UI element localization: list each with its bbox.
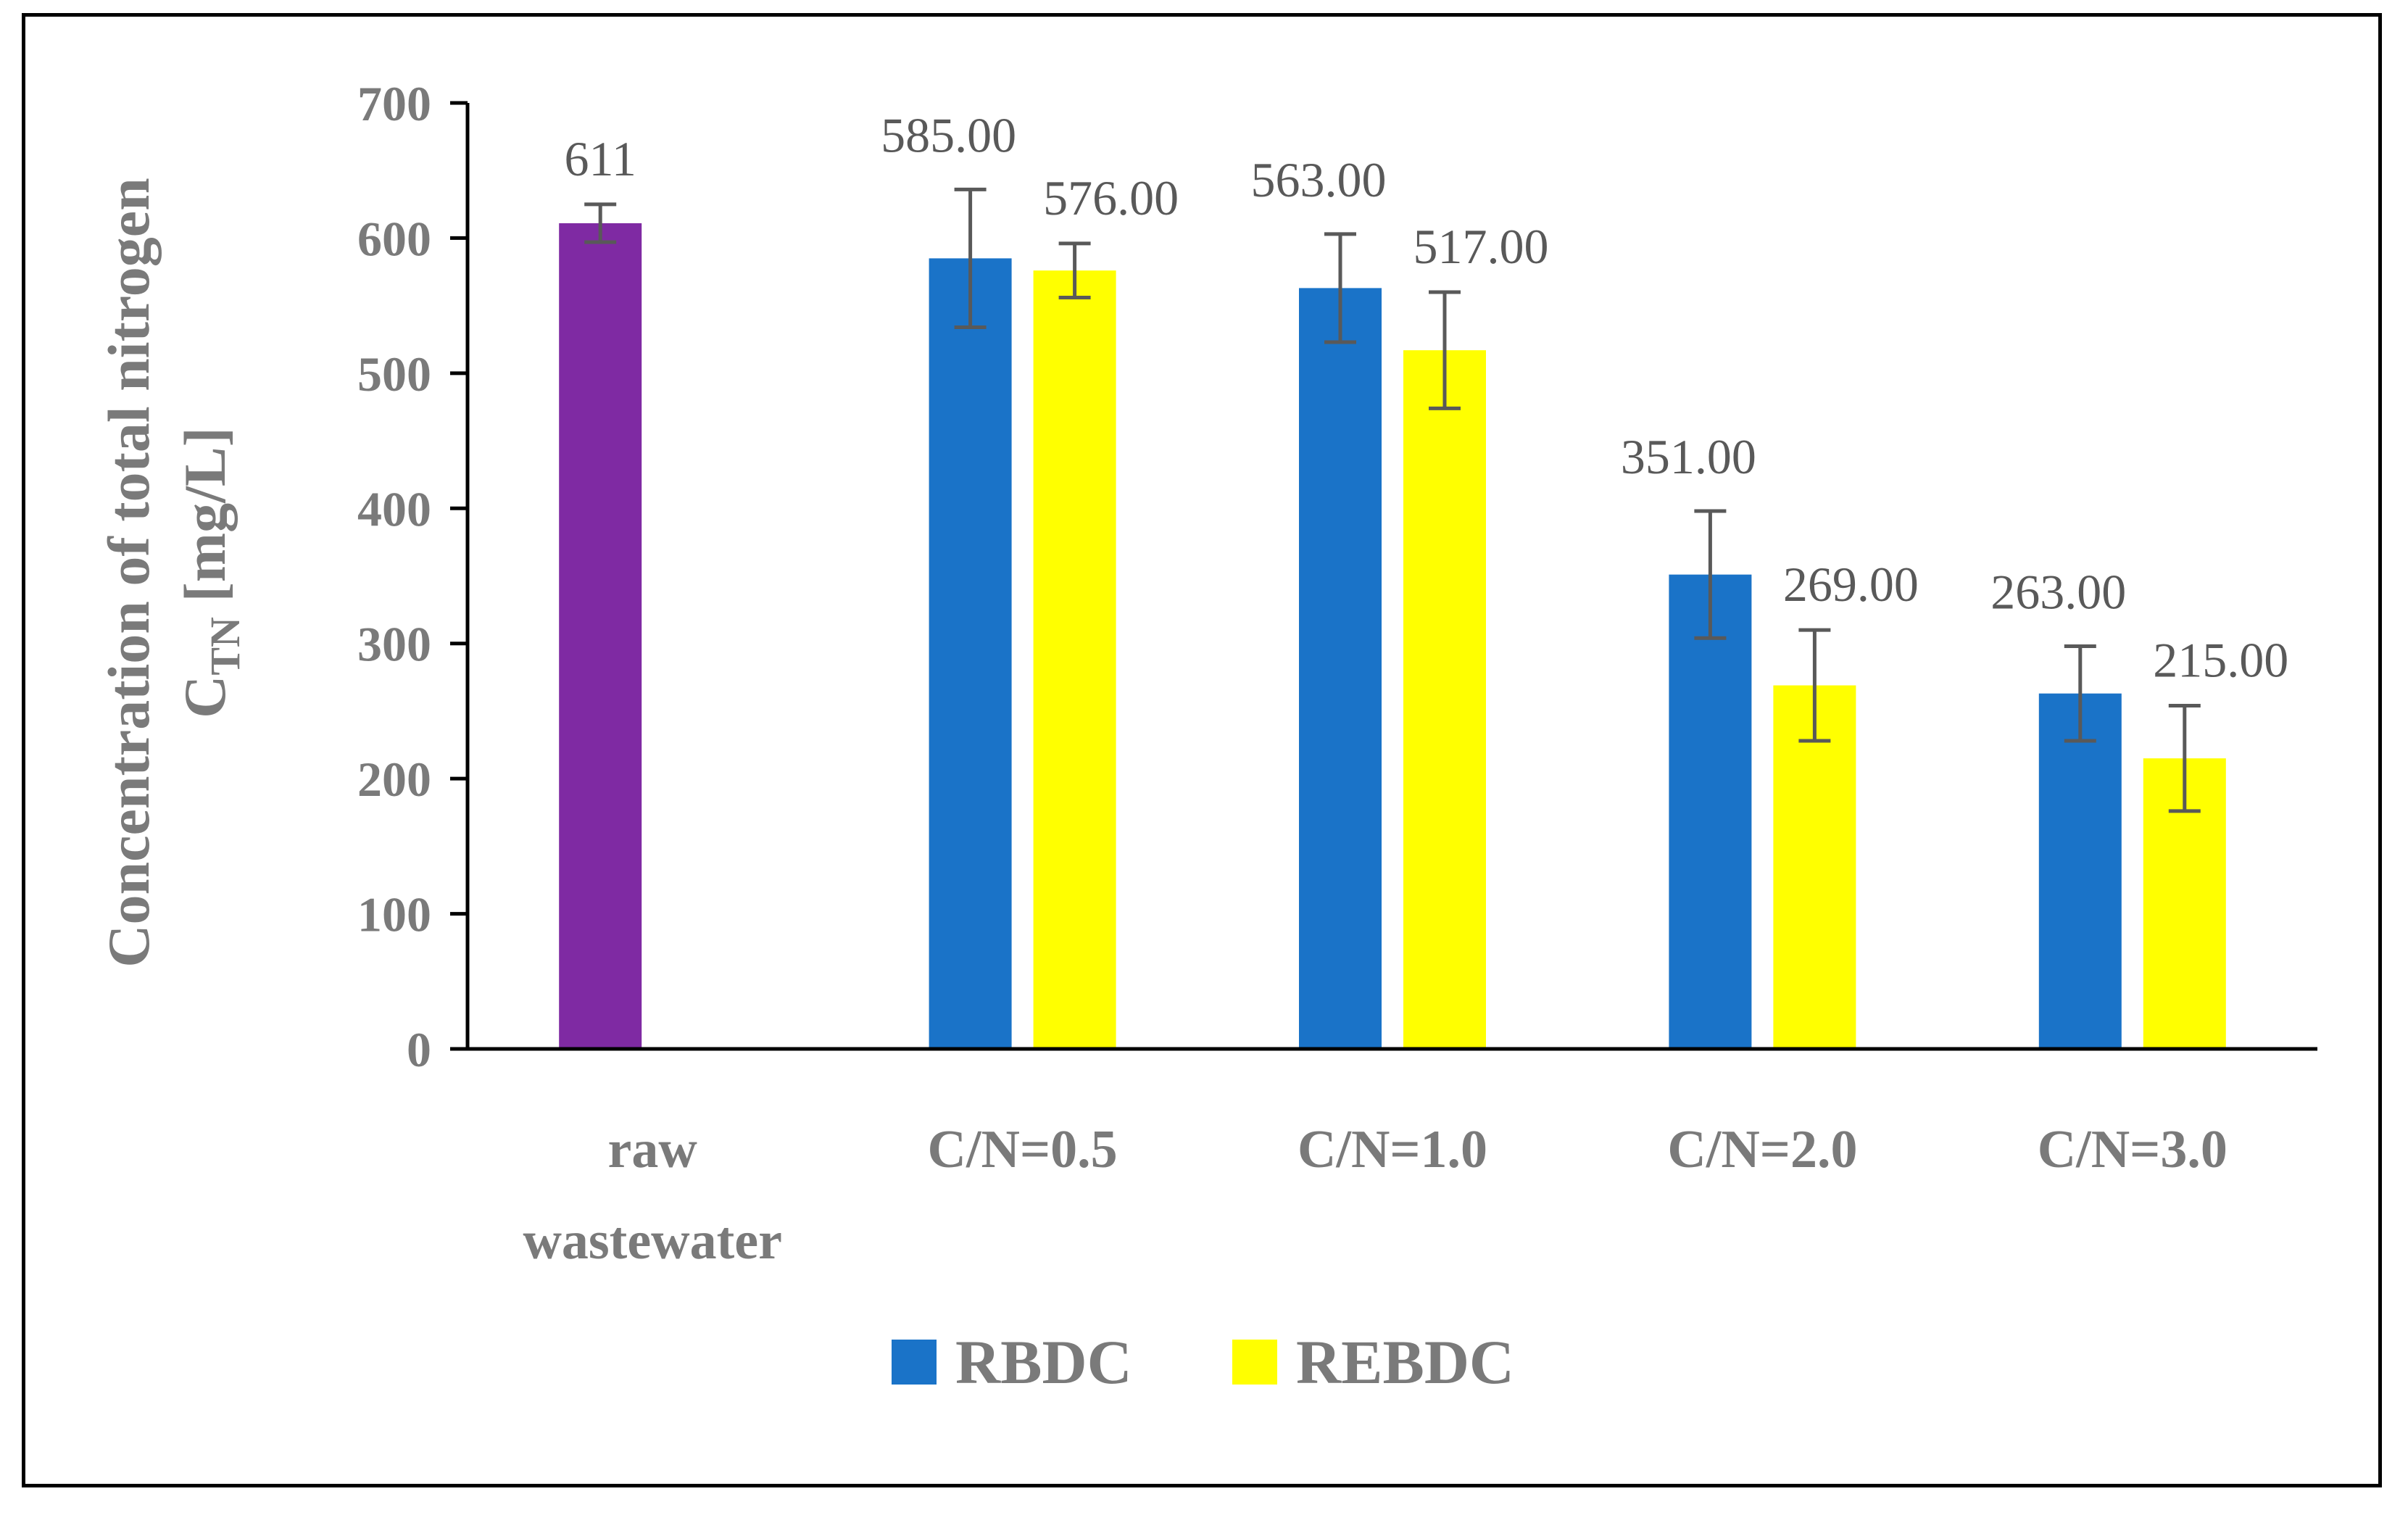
bar-rebdc [1403,350,1486,1049]
x-category-label: C/N=1.0 [1298,1120,1487,1179]
x-category-label: C/N=0.5 [928,1120,1118,1179]
x-category-label: C/N=2.0 [1667,1120,1857,1179]
bar-rbdc [1299,288,1382,1050]
y-tick-label: 600 [357,211,431,266]
x-category-label: wastewater [523,1211,782,1271]
bar-rbdc [2038,693,2122,1049]
data-label-rebdc: 269.00 [1783,557,1919,612]
y-axis-title-unit: [mg/L] [172,427,238,617]
y-tick-label: 200 [357,752,431,807]
bar-raw-wastewater [559,223,642,1050]
y-axis-title-line2: CTN [mg/L] [172,427,249,718]
y-axis-title: Concentration of total nitrogen CTN [mg/… [96,178,249,967]
data-label-rbdc: 585.00 [881,107,1016,162]
x-category-label: C/N=3.0 [2038,1120,2228,1179]
bar-rbdc [1669,574,1752,1049]
axes: 0 100 200 300 400 500 600 700 [357,76,2317,1077]
y-axis-title-line1: Concentration of total nitrogen [96,178,162,967]
data-label-rbdc: 351.00 [1621,429,1756,484]
bar-rebdc [1773,685,1856,1049]
y-tick-label: 500 [357,346,431,402]
labels: raw wastewater C/N=0.5 C/N=1.0 C/N=2.0 C/N=3.… [523,107,2288,1271]
y-tick-label: 100 [357,887,431,942]
bar-rbdc [929,258,1012,1050]
chart-frame [22,13,2382,1487]
legend-swatch-rbdc [892,1340,937,1385]
y-tick-label: 0 [407,1022,431,1077]
legend-label-rebdc: REBDC [1296,1327,1514,1397]
y-axis-title-symbol: C [172,676,238,718]
y-tick-label: 400 [357,481,431,536]
legend-label-rbdc: RBDC [955,1327,1132,1397]
x-category-label: raw [608,1120,698,1179]
data-label-rebdc: 517.00 [1413,219,1549,274]
y-axis-title-subscript: TN [202,617,249,676]
y-tick-label: 700 [357,76,431,131]
data-label-raw: 611 [564,131,636,186]
data-label-rebdc: 576.00 [1043,170,1179,225]
data-label-rebdc: 215.00 [2153,632,2288,687]
data-label-rbdc: 263.00 [1990,564,2126,619]
bars [559,187,2226,1050]
legend: RBDC REBDC [892,1327,1514,1397]
y-tick-label: 300 [357,617,431,672]
data-label-rbdc: 563.00 [1251,152,1387,207]
legend-swatch-rebdc [1232,1340,1277,1385]
bar-rebdc [1033,270,1116,1050]
